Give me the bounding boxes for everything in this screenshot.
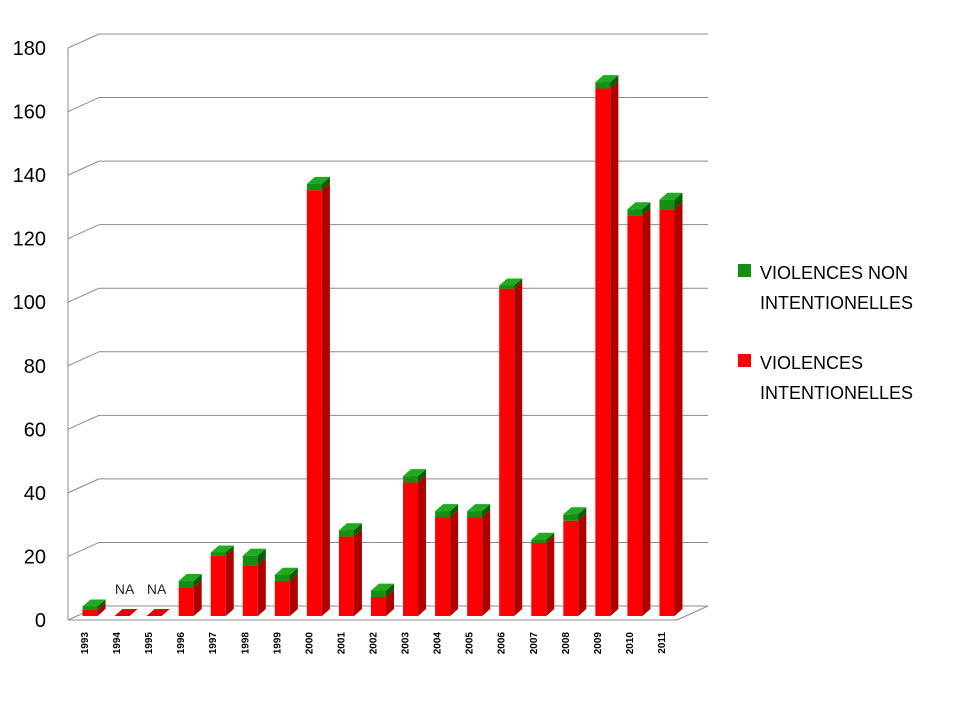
y-tick-label: 20 — [24, 546, 46, 568]
bar-non-intentionelles — [371, 583, 394, 597]
bar-intentionelles — [242, 558, 266, 616]
bar-non-intentionelles — [563, 507, 587, 521]
x-tick-label: 1993 — [80, 632, 91, 655]
bar-intentionelles — [563, 513, 587, 616]
x-tick-label: 2010 — [625, 632, 636, 655]
bar-intentionelles — [627, 208, 651, 616]
bar-non-intentionelles — [627, 202, 651, 216]
x-tick-label: 2003 — [401, 632, 412, 655]
y-tick-label: 160 — [13, 102, 46, 124]
x-tick-label: 1996 — [176, 632, 187, 655]
bar-non-intentionelles — [82, 599, 106, 610]
bar-non-intentionelles — [274, 567, 298, 582]
legend: VIOLENCES NON INTENTIONELLES VIOLENCES I… — [738, 258, 953, 438]
x-tick-label: 2005 — [465, 632, 476, 655]
y-tick-label: 80 — [24, 356, 46, 378]
bar-non-intentionelles — [499, 278, 523, 289]
bar-intentionelles — [531, 535, 555, 616]
bar-non-intentionelles — [595, 75, 619, 89]
bar-non-intentionelles — [210, 545, 234, 556]
bar-intentionelles — [435, 510, 459, 616]
y-tick-label: 180 — [13, 38, 46, 60]
bar-non-intentionelles — [338, 523, 362, 537]
bar-non-intentionelles — [306, 176, 330, 191]
x-tick-label: 2006 — [497, 632, 508, 655]
y-tick-label: 140 — [13, 165, 46, 187]
bar-non-intentionelles — [403, 469, 427, 483]
y-tick-label: 120 — [13, 229, 46, 251]
bar-intentionelles — [210, 548, 234, 616]
legend-label: VIOLENCES NON INTENTIONELLES — [760, 263, 914, 313]
x-tick-label: 2007 — [529, 632, 540, 655]
bars — [82, 75, 683, 616]
y-tick-label: 100 — [13, 292, 46, 314]
bar-non-intentionelles — [178, 574, 202, 588]
y-tick-label: 40 — [24, 483, 46, 505]
bar-intentionelles — [403, 475, 427, 616]
bar-non-intentionelles — [435, 504, 459, 518]
bar-intentionelles — [499, 281, 523, 616]
y-tick-label: 60 — [24, 419, 46, 441]
legend-item-non-intentionelles: VIOLENCES NON INTENTIONELLES — [738, 258, 953, 318]
gridline-diagonal — [67, 287, 100, 303]
y-tick-labels: 0 20 40 60 80 100 120 140 160 180 — [13, 38, 46, 632]
x-tick-label: 2008 — [561, 632, 572, 655]
bar-non-intentionelles — [531, 532, 555, 543]
gridline-diagonal — [67, 351, 100, 367]
x-tick-label: 1997 — [208, 632, 219, 655]
x-tick-label: 1998 — [240, 632, 251, 655]
x-tick-label: 2002 — [369, 632, 380, 655]
bar-intentionelles — [338, 529, 362, 616]
gridline-diagonal — [67, 541, 100, 557]
legend-item-intentionelles: VIOLENCES INTENTIONELLES — [738, 348, 953, 408]
x-tick-label: 2001 — [336, 632, 347, 655]
bar-non-intentionelles — [467, 504, 491, 518]
bar-missing — [146, 609, 170, 616]
bar-intentionelles — [659, 202, 683, 616]
x-tick-label: 1995 — [144, 632, 155, 655]
x-tick-label: 2004 — [433, 632, 444, 655]
bar-intentionelles — [595, 81, 619, 616]
na-label: NA — [115, 581, 135, 597]
gridline-diagonal — [67, 160, 100, 176]
bar-non-intentionelles — [659, 192, 683, 210]
axes — [67, 48, 709, 621]
x-tick-label: 1994 — [112, 632, 123, 655]
bar-non-intentionelles — [242, 548, 266, 566]
y-tick-label: 0 — [35, 610, 46, 632]
floor-edge — [676, 605, 709, 621]
bar-missing — [114, 609, 138, 616]
gridline-diagonal — [67, 478, 100, 494]
gridline-diagonal — [67, 414, 100, 430]
gridline-diagonal — [67, 224, 100, 240]
bar-intentionelles — [467, 510, 491, 616]
legend-swatch-green — [738, 264, 751, 277]
x-tick-label: 1999 — [272, 632, 283, 655]
x-tick-labels: 1993 1994 1995 1996 1997 1998 1999 2000 2001 2002… — [80, 632, 668, 655]
missing-labels: NA NA — [115, 581, 167, 597]
bar-intentionelles — [306, 183, 330, 616]
x-tick-label: 2000 — [304, 632, 315, 655]
gridline-diagonal — [67, 97, 100, 113]
gridline-diagonal — [67, 33, 100, 49]
na-label: NA — [147, 581, 167, 597]
x-tick-label: 2009 — [593, 632, 604, 655]
legend-label: VIOLENCES INTENTIONELLES — [760, 353, 914, 403]
x-tick-label: 2011 — [657, 632, 668, 654]
legend-swatch-red — [738, 354, 751, 367]
